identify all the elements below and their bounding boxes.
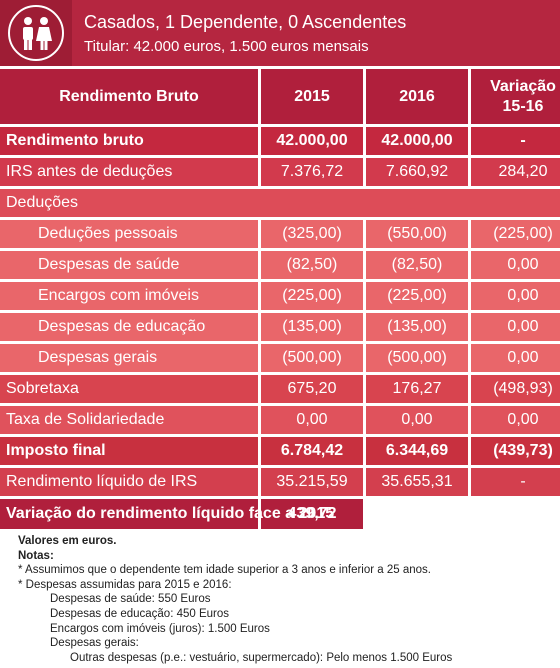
table-row: Despesas gerais (500,00) (500,00) 0,00 bbox=[0, 344, 560, 372]
note-heading: Notas: bbox=[18, 549, 54, 562]
table-cell: 35.215,59 bbox=[261, 468, 363, 496]
table-cell: (82,50) bbox=[261, 251, 363, 279]
table-row: Sobretaxa 675,20 176,27 (498,93) bbox=[0, 375, 560, 403]
total-cell: 439,72 bbox=[261, 499, 363, 529]
table-cell: (135,00) bbox=[261, 313, 363, 341]
table-row: Rendimento líquido de IRS 35.215,59 35.655… bbox=[0, 468, 560, 496]
table-cell: 0,00 bbox=[471, 282, 560, 310]
note-expense: Despesas de educação: 450 Euros bbox=[50, 607, 230, 620]
table-cell: Deduções bbox=[0, 189, 560, 217]
note-units: Valores em euros. bbox=[18, 535, 117, 547]
subtitle: Titular: 42.000 euros, 1.500 euros mensa… bbox=[84, 38, 369, 55]
table-cell: 0,00 bbox=[366, 406, 468, 434]
table-cell: (498,93) bbox=[471, 375, 560, 403]
table-cell: 0,00 bbox=[471, 406, 560, 434]
header-row: Rendimento Bruto 2015 2016 Variação 15-16 bbox=[0, 69, 560, 124]
table-cell: 0,00 bbox=[471, 344, 560, 372]
table-row: Deduções pessoais (325,00) (550,00) (225,00… bbox=[0, 220, 560, 248]
table-cell: 42.000,00 bbox=[366, 127, 468, 155]
table-cell: Deduções pessoais bbox=[0, 220, 258, 248]
table-cell: Despesas de saúde bbox=[0, 251, 258, 279]
table-cell: 284,20 bbox=[471, 158, 560, 186]
table-row: Imposto final 6.784,42 6.344,69 (439,73) bbox=[0, 437, 560, 465]
table-cell: IRS antes de deduções bbox=[0, 158, 258, 186]
table-cell: - bbox=[471, 127, 560, 155]
table-cell: (82,50) bbox=[366, 251, 468, 279]
table-row: Deduções bbox=[0, 189, 560, 217]
table-cell: (550,00) bbox=[366, 220, 468, 248]
table-cell: Despesas gerais bbox=[0, 344, 258, 372]
table-cell: 35.655,31 bbox=[366, 468, 468, 496]
note-expense: Despesas de saúde: 550 Euros bbox=[50, 593, 211, 606]
table-row: Despesas de saúde (82,50) (82,50) 0,00 bbox=[0, 251, 560, 279]
table-cell: 7.660,92 bbox=[366, 158, 468, 186]
table-cell: (225,00) bbox=[261, 282, 363, 310]
table-cell: - bbox=[471, 468, 560, 496]
table-row: Rendimento bruto 42.000,00 42.000,00- bbox=[0, 127, 560, 155]
table-cell: Rendimento bruto bbox=[0, 127, 258, 155]
table-cell: 0,00 bbox=[261, 406, 363, 434]
table-row: Despesas de educação (135,00) (135,00) 0,00 bbox=[0, 313, 560, 341]
table-row: IRS antes de deduções 7.376,72 7.660,92 284… bbox=[0, 158, 560, 186]
table-cell: 0,00 bbox=[471, 251, 560, 279]
table-cell: Despesas de educação bbox=[0, 313, 258, 341]
results-table: Rendimento Bruto 2015 2016 Variação 15-16 R… bbox=[0, 66, 560, 532]
table-cell: (325,00) bbox=[261, 220, 363, 248]
table-cell: Taxa de Solidariedade bbox=[0, 406, 258, 434]
table-cell: (500,00) bbox=[261, 344, 363, 372]
header: Casados, 1 Dependente, 0 Ascendentes Tit… bbox=[0, 0, 560, 66]
note-item: * Assumimos que o dependente tem idade s… bbox=[18, 564, 431, 577]
table-cell: (135,00) bbox=[366, 313, 468, 341]
column-header: Variação 15-16 bbox=[471, 69, 560, 124]
table-cell: Sobretaxa bbox=[0, 375, 258, 403]
table-cell: 176,27 bbox=[366, 375, 468, 403]
table-row: Encargos com imóveis (225,00) (225,00) 0,00 bbox=[0, 282, 560, 310]
table-cell: (500,00) bbox=[366, 344, 468, 372]
icon bbox=[0, 0, 72, 66]
table-cell: 42.000,00 bbox=[261, 127, 363, 155]
note-expense: Encargos com imóveis (juros): 1.500 Euro… bbox=[50, 622, 270, 635]
table-cell: Encargos com imóveis bbox=[0, 282, 258, 310]
table-cell: Imposto final bbox=[0, 437, 258, 465]
column-header: 2016 bbox=[366, 69, 468, 124]
table-cell: 675,20 bbox=[261, 375, 363, 403]
note-expense: Despesas gerais: bbox=[50, 637, 139, 650]
note-general: Outras despesas (p.e.: vestuário, superm… bbox=[70, 651, 453, 664]
title: Casados, 1 Dependente, 0 Ascendentes bbox=[84, 12, 407, 32]
column-header: 2015 bbox=[261, 69, 363, 124]
table-cell: (439,73) bbox=[471, 437, 560, 465]
table-row: Taxa de Solidariedade 0,00 0,00 0,00 bbox=[0, 406, 560, 434]
table-cell: 0,00 bbox=[471, 313, 560, 341]
table-cell: 6.344,69 bbox=[366, 437, 468, 465]
table-cell: (225,00) bbox=[471, 220, 560, 248]
table-cell: (225,00) bbox=[366, 282, 468, 310]
blank-cell bbox=[366, 499, 560, 529]
table-cell: 7.376,72 bbox=[261, 158, 363, 186]
notes: Valores em euros. Notas: * Assumimos que o… bbox=[18, 534, 452, 665]
column-header: Rendimento Bruto bbox=[0, 69, 258, 124]
table-cell: Rendimento líquido de IRS bbox=[0, 468, 258, 496]
table-cell: 6.784,42 bbox=[261, 437, 363, 465]
total-cell: Variação do rendimento líquido face a 20… bbox=[0, 499, 334, 529]
note-item: * Despesas assumidas para 2015 e 2016: bbox=[18, 578, 232, 591]
total-row: Variação do rendimento líquido face a 20… bbox=[0, 499, 560, 529]
people-icon bbox=[8, 5, 64, 61]
